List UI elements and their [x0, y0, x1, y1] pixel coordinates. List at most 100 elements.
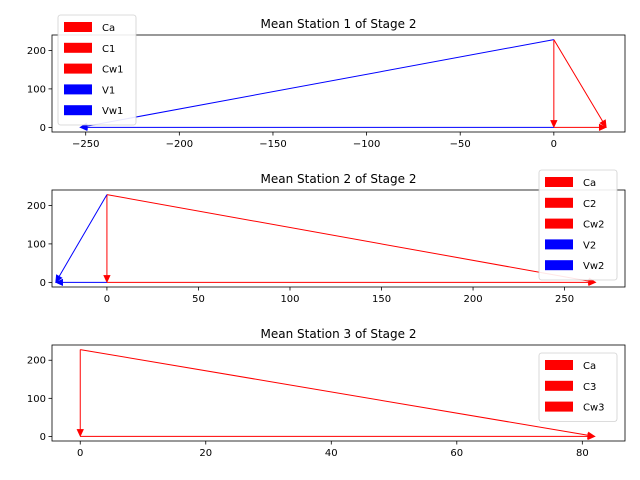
legend: Ca C1 Cw1 V1 Vw1	[57, 14, 137, 126]
axes-frame	[51, 34, 626, 133]
series-arrow-c1	[553, 39, 607, 129]
legend-box	[57, 14, 137, 126]
x-tick-label: −50	[450, 139, 471, 150]
y-tick-label: 100	[27, 84, 46, 95]
legend-entry-c2: C2	[545, 197, 596, 210]
series-arrow-v1	[79, 39, 554, 130]
legend-entry-cw3: Cw3	[545, 401, 605, 414]
chart-title: Mean Station 3 of Stage 2	[261, 327, 417, 341]
series-arrow-c2	[106, 194, 597, 285]
legend: Ca C2 Cw2 V2 Vw2	[538, 169, 618, 281]
legend-label: C2	[583, 199, 596, 210]
series-arrow-ca	[553, 123, 607, 132]
x-tick-label: −150	[259, 139, 286, 150]
legend-label: Vw2	[583, 261, 604, 272]
x-tick-label: 40	[325, 448, 338, 459]
legend-label: Vw1	[102, 106, 123, 117]
legend-entry-vw2: Vw2	[545, 260, 604, 272]
x-tick-label: 50	[192, 294, 205, 305]
x-tick-label: 0	[551, 139, 557, 150]
axes-frame	[51, 344, 626, 442]
legend-entry-cw2: Cw2	[545, 218, 605, 231]
series-arrow-cw2	[103, 194, 111, 284]
y-tick-label: 0	[40, 432, 46, 443]
y-tick-label: 200	[27, 356, 46, 367]
legend-label: Cw1	[102, 65, 124, 76]
legend-label: Cw3	[583, 403, 605, 414]
legend-label: Ca	[583, 178, 596, 189]
x-tick-label: 80	[576, 448, 589, 459]
arrow-head	[79, 123, 88, 132]
legend-label: C3	[583, 382, 596, 393]
legend-label: Ca	[583, 361, 596, 372]
arrow-head	[550, 120, 558, 129]
arrow-head	[55, 274, 63, 284]
legend-swatch	[64, 84, 92, 95]
arrow-head	[599, 119, 607, 129]
legend-swatch	[64, 42, 92, 53]
series-arrow-cw3	[76, 349, 84, 438]
x-tick-label: 250	[555, 294, 574, 305]
series-line	[106, 194, 589, 282]
arrow-head	[587, 431, 596, 439]
series-arrow-c3	[80, 349, 596, 439]
legend-entry-c3: C3	[545, 380, 596, 393]
legend-swatch	[64, 22, 92, 32]
arrow-head	[103, 275, 111, 284]
x-tick-label: 100	[280, 294, 299, 305]
legend-swatch	[64, 105, 92, 116]
chart-panel-2: Mean Station 2 of Stage 2 0 50 100 150 200 250…	[27, 169, 626, 305]
y-tick-label: 200	[27, 46, 46, 57]
x-tick-label: 0	[104, 294, 110, 305]
x-tick-label: −250	[72, 139, 99, 150]
y-tick-label: 100	[27, 394, 46, 405]
arrow-head	[54, 278, 63, 287]
legend-box	[538, 169, 618, 281]
legend-swatch	[545, 401, 573, 412]
legend-label: C1	[102, 44, 115, 55]
legend-swatch	[545, 239, 573, 250]
y-tick-label: 200	[27, 201, 46, 212]
legend-entry-vw1: Vw1	[64, 105, 123, 117]
axes-frame	[51, 189, 626, 288]
legend-entry-ca: Ca	[545, 177, 596, 189]
legend-entry-ca: Ca	[545, 360, 596, 372]
legend-entry-v1: V1	[64, 84, 115, 96]
legend-label: Ca	[102, 23, 115, 34]
x-tick-label: 60	[450, 448, 463, 459]
series-arrow-ca	[80, 432, 596, 441]
arrow-head	[598, 123, 607, 132]
series-arrow-vw2	[54, 278, 107, 287]
series-line	[80, 349, 589, 436]
chart-panel-1: Mean Station 1 of Stage 2 −250 −200 −150 −10…	[27, 14, 626, 150]
y-tick-label: 0	[40, 278, 46, 289]
arrow-head	[76, 429, 84, 438]
legend-swatch	[545, 380, 573, 391]
series-arrow-cw1	[550, 39, 558, 129]
legend-swatch	[545, 260, 573, 271]
legend-swatch	[545, 360, 573, 370]
legend-swatch	[545, 197, 573, 208]
series-arrow-v2	[55, 194, 108, 284]
chart-title: Mean Station 1 of Stage 2	[261, 17, 417, 31]
series-line	[553, 39, 604, 122]
chart-panel-3: Mean Station 3 of Stage 2 0 20 40 60 80 0 100 20…	[27, 327, 626, 459]
y-tick-label: 100	[27, 239, 46, 250]
legend: Ca C3 Cw3	[538, 352, 618, 422]
x-tick-label: 20	[199, 448, 212, 459]
series-arrow-vw1	[79, 123, 554, 132]
legend-swatch	[545, 218, 573, 229]
x-tick-label: −100	[353, 139, 380, 150]
legend-label: Cw2	[583, 220, 605, 231]
x-tick-label: 150	[372, 294, 391, 305]
series-arrow-ca	[106, 278, 597, 287]
x-tick-label: 200	[464, 294, 483, 305]
legend-label: V1	[102, 85, 115, 96]
legend-entry-cw1: Cw1	[64, 63, 124, 76]
legend-entry-v2: V2	[545, 239, 596, 251]
series-line	[86, 39, 554, 127]
legend-swatch	[64, 63, 92, 74]
legend-swatch	[545, 177, 573, 187]
x-tick-label: 0	[77, 448, 83, 459]
